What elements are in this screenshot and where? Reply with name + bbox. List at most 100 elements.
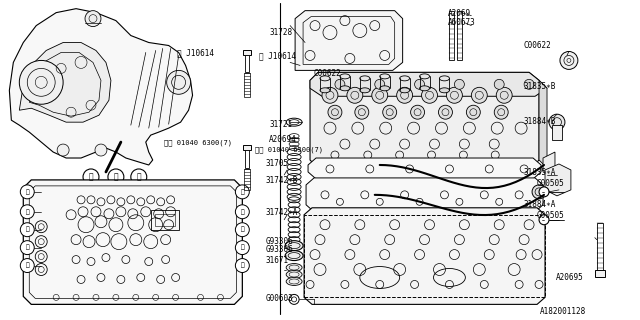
Text: ②⒱ 01040 6300(7): ②⒱ 01040 6300(7) [255, 147, 323, 153]
Bar [595, 269, 605, 277]
Circle shape [471, 87, 487, 103]
Circle shape [20, 259, 35, 273]
Circle shape [322, 87, 338, 103]
Bar [243, 145, 252, 150]
Text: A2069: A2069 [447, 9, 470, 18]
Bar [155, 214, 175, 226]
Bar [245, 150, 250, 168]
Bar [245, 55, 250, 72]
Ellipse shape [360, 88, 370, 93]
Text: ②: ② [26, 189, 29, 195]
Text: A20694: A20694 [269, 135, 297, 144]
Bar [552, 125, 562, 140]
Bar [596, 223, 603, 277]
Circle shape [467, 105, 480, 119]
Circle shape [236, 223, 250, 237]
Circle shape [539, 187, 549, 197]
Text: 31742∗A: 31742∗A [266, 208, 298, 217]
Circle shape [494, 105, 508, 119]
Polygon shape [310, 72, 547, 96]
Ellipse shape [286, 264, 302, 271]
Circle shape [454, 79, 465, 89]
Text: ②: ② [241, 245, 244, 251]
Text: ②: ② [113, 172, 118, 181]
Circle shape [447, 87, 462, 103]
Text: 31705: 31705 [266, 159, 289, 168]
Text: ②: ② [241, 189, 244, 195]
Text: 31884∗B: 31884∗B [524, 117, 556, 126]
Circle shape [20, 223, 35, 237]
Polygon shape [539, 80, 547, 168]
Circle shape [560, 52, 578, 69]
Circle shape [108, 169, 124, 185]
Circle shape [131, 169, 147, 185]
Circle shape [438, 105, 452, 119]
Text: C00622: C00622 [314, 69, 341, 78]
Circle shape [85, 11, 101, 27]
Circle shape [375, 79, 385, 89]
Text: 31728: 31728 [269, 28, 292, 37]
Bar [244, 73, 250, 97]
Circle shape [83, 169, 99, 185]
Bar [151, 210, 179, 230]
Text: G00505: G00505 [537, 180, 564, 188]
Text: G00603: G00603 [266, 294, 294, 303]
Circle shape [236, 205, 250, 219]
Ellipse shape [320, 88, 330, 93]
Ellipse shape [285, 251, 303, 260]
Polygon shape [543, 152, 555, 178]
Circle shape [289, 294, 299, 304]
Ellipse shape [286, 270, 302, 278]
Text: ②: ② [241, 227, 244, 233]
Polygon shape [306, 178, 543, 212]
Ellipse shape [420, 86, 429, 91]
Circle shape [347, 87, 363, 103]
Bar [449, 11, 454, 60]
Text: C00622: C00622 [524, 41, 552, 50]
Text: A60673: A60673 [447, 19, 475, 28]
Text: ①: ① [89, 172, 93, 181]
Circle shape [166, 70, 191, 94]
Circle shape [328, 105, 342, 119]
Circle shape [20, 241, 35, 255]
Polygon shape [10, 9, 193, 165]
Ellipse shape [286, 277, 302, 285]
Text: ① J10614: ① J10614 [177, 49, 214, 58]
Bar [304, 215, 545, 297]
Text: 31835∗A: 31835∗A [524, 168, 556, 177]
Bar [243, 51, 252, 55]
Circle shape [236, 259, 250, 273]
Circle shape [494, 79, 504, 89]
Text: 31721: 31721 [269, 120, 292, 130]
Text: ②⒱ 01040 6300(7): ②⒱ 01040 6300(7) [164, 139, 232, 146]
Polygon shape [295, 11, 403, 70]
Text: ①: ① [26, 209, 29, 215]
Circle shape [397, 87, 413, 103]
Circle shape [372, 87, 388, 103]
Circle shape [496, 87, 512, 103]
Text: ①: ① [26, 227, 29, 233]
Circle shape [57, 144, 69, 156]
Circle shape [335, 79, 345, 89]
Circle shape [95, 144, 107, 156]
Circle shape [539, 215, 549, 225]
Bar [458, 11, 462, 60]
Polygon shape [23, 180, 243, 304]
Text: A182001128: A182001128 [540, 307, 586, 316]
Circle shape [524, 79, 534, 89]
Circle shape [236, 185, 250, 199]
Text: 31835∗B: 31835∗B [524, 82, 556, 91]
Circle shape [383, 105, 397, 119]
Ellipse shape [440, 88, 449, 93]
Text: 31884∗A: 31884∗A [524, 200, 556, 209]
Text: ②: ② [241, 209, 244, 215]
Text: ①: ① [26, 245, 29, 251]
Text: ②: ② [241, 263, 244, 268]
Circle shape [532, 185, 546, 199]
Ellipse shape [285, 241, 303, 251]
Text: G93306: G93306 [266, 237, 294, 246]
Circle shape [422, 87, 438, 103]
Text: ①: ① [26, 263, 29, 268]
Ellipse shape [380, 86, 390, 91]
Circle shape [20, 185, 35, 199]
